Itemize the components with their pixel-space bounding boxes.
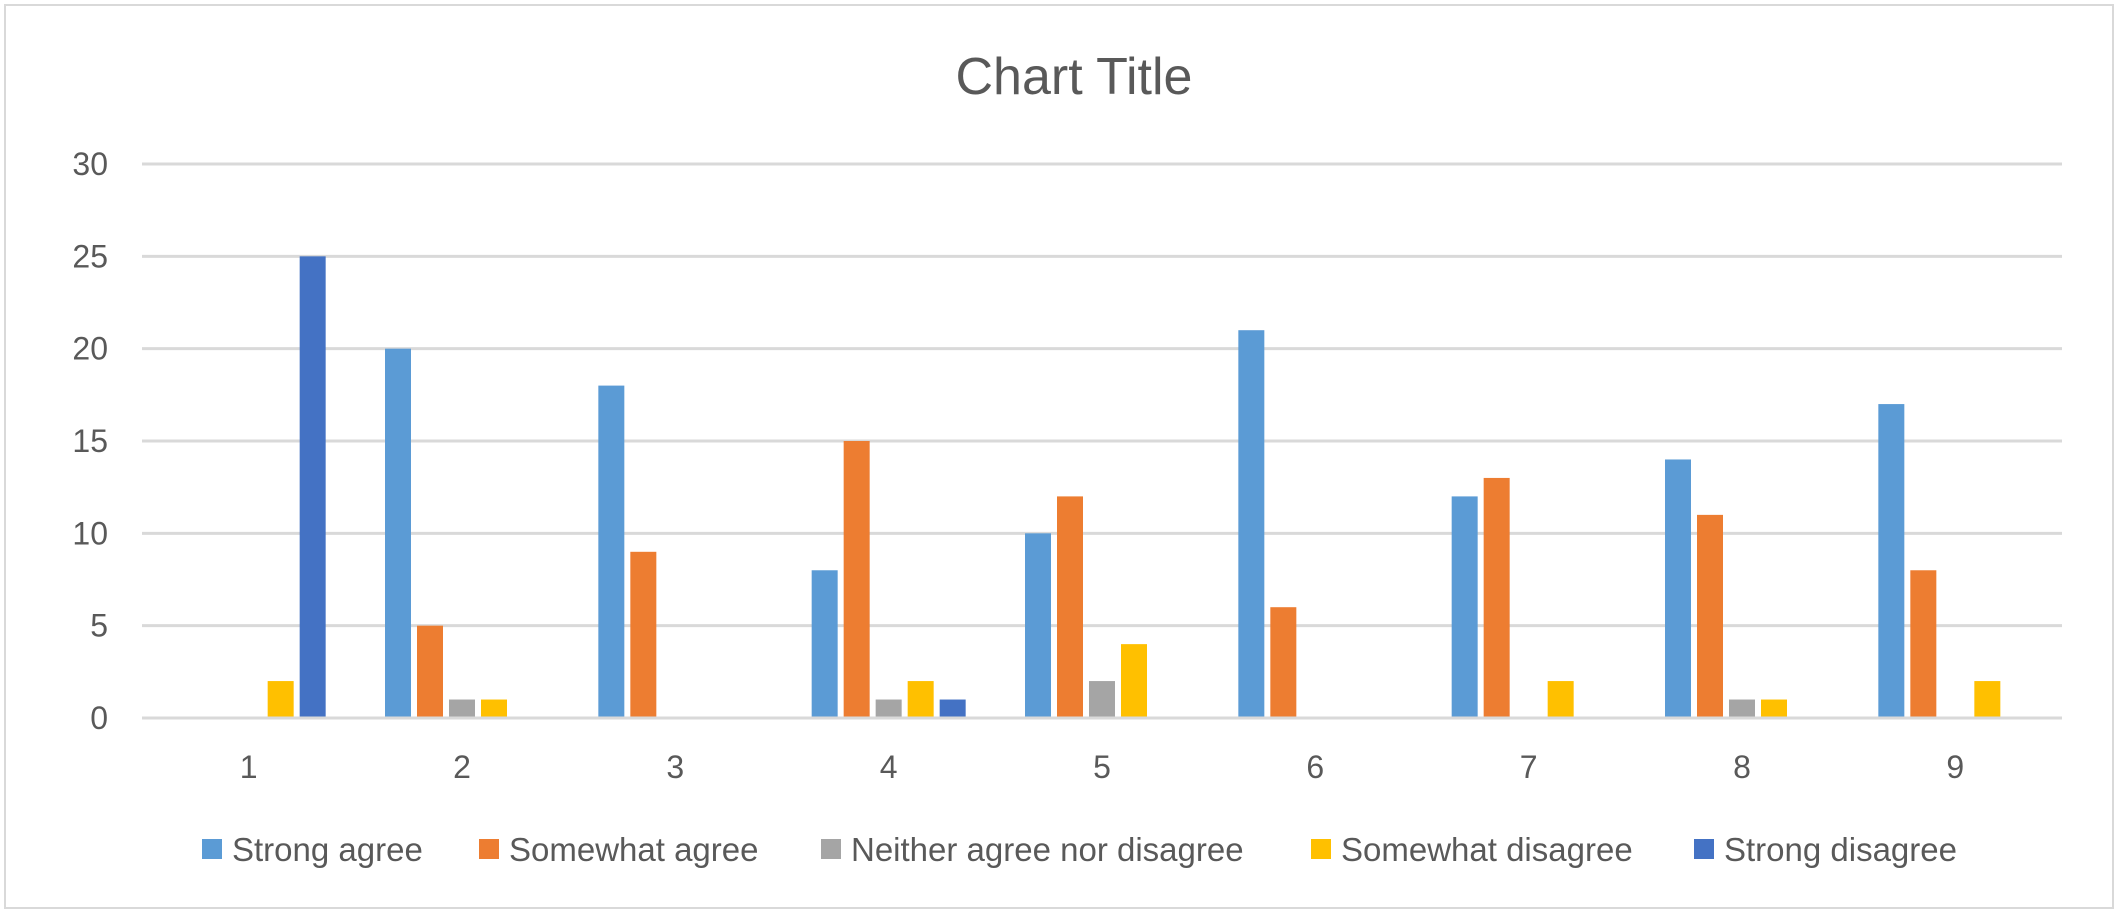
chart-title: Chart Title: [956, 48, 1193, 106]
y-tick-label: 15: [72, 423, 108, 459]
bar-somewhat-disagree-cat-7: [1547, 681, 1574, 718]
bar-neither-agree-nor-disagree-cat-2: [449, 699, 475, 718]
gridlines: [142, 162, 2062, 720]
x-tick-label: 2: [453, 749, 471, 785]
bar-strong-disagree-cat-1: [299, 256, 326, 718]
bar-somewhat-disagree-cat-2: [481, 699, 507, 718]
chart-svg: 0 5 10 15 20 25 30 1 2 3 4 5 6 7 8 9 Chart Title Stron…: [72, 48, 2062, 868]
x-tick-label: 3: [666, 749, 684, 785]
legend-item-somewhat-agree: Somewhat agree: [479, 831, 758, 868]
y-tick-label: 10: [72, 515, 108, 551]
y-tick-label: 25: [72, 238, 108, 274]
y-tick-label: 5: [90, 608, 108, 644]
bar-somewhat-disagree-cat-4: [907, 681, 934, 718]
x-tick-label: 4: [880, 749, 898, 785]
x-tick-label: 9: [1946, 749, 1964, 785]
bar-somewhat-agree-cat-8: [1697, 514, 1723, 718]
legend-label: Neither agree nor disagree: [851, 831, 1244, 868]
legend-swatch: [1694, 839, 1714, 859]
bar-neither-agree-nor-disagree-cat-8: [1729, 699, 1755, 718]
bar-strong-agree-cat-7: [1451, 496, 1478, 718]
chart-frame: 0 5 10 15 20 25 30 1 2 3 4 5 6 7 8 9 Chart Title Stron…: [4, 4, 2114, 909]
bar-neither-agree-nor-disagree-cat-5: [1089, 681, 1115, 718]
legend-item-strong-disagree: Strong disagree: [1694, 831, 1957, 868]
bar-somewhat-agree-cat-9: [1910, 570, 1937, 718]
x-tick-label: 1: [240, 749, 258, 785]
bar-somewhat-agree-cat-7: [1483, 477, 1510, 718]
bar-somewhat-disagree-cat-5: [1121, 644, 1147, 718]
x-tick-label: 8: [1733, 749, 1751, 785]
bar-somewhat-agree-cat-4: [843, 441, 870, 718]
y-tick-label: 30: [72, 146, 108, 182]
bars: [142, 256, 2062, 720]
legend: Strong agree Somewhat agree Neither agree …: [202, 831, 1957, 868]
bar-somewhat-disagree-cat-1: [267, 681, 294, 718]
y-tick-label: 20: [72, 331, 108, 367]
bar-somewhat-agree-cat-2: [417, 625, 443, 718]
x-tick-label: 6: [1306, 749, 1324, 785]
y-axis-tick-labels: 0 5 10 15 20 25 30: [72, 146, 108, 736]
y-tick-label: 0: [90, 700, 108, 736]
legend-label: Somewhat agree: [509, 831, 758, 868]
legend-item-strong-agree: Strong agree: [202, 831, 423, 868]
legend-swatch: [1311, 839, 1331, 859]
legend-label: Strong disagree: [1724, 831, 1957, 868]
legend-swatch: [479, 839, 499, 859]
legend-label: Strong agree: [232, 831, 423, 868]
bar-somewhat-agree-cat-3: [630, 551, 657, 718]
bar-strong-agree-cat-9: [1878, 404, 1905, 718]
legend-swatch: [821, 839, 841, 859]
x-tick-label: 5: [1093, 749, 1111, 785]
bar-strong-agree-cat-2: [385, 348, 411, 718]
x-tick-label: 7: [1520, 749, 1538, 785]
legend-label: Somewhat disagree: [1341, 831, 1633, 868]
legend-item-neither-agree-nor-disagree: Neither agree nor disagree: [821, 831, 1244, 868]
x-axis-tick-labels: 1 2 3 4 5 6 7 8 9: [240, 749, 1964, 785]
bar-somewhat-agree-cat-5: [1057, 496, 1083, 718]
bar-neither-agree-nor-disagree-cat-4: [875, 699, 902, 718]
bar-strong-agree-cat-8: [1665, 459, 1691, 718]
bar-somewhat-agree-cat-6: [1270, 607, 1297, 718]
bar-somewhat-disagree-cat-9: [1974, 681, 2001, 718]
legend-item-somewhat-disagree: Somewhat disagree: [1311, 831, 1633, 868]
bar-strong-disagree-cat-4: [939, 699, 966, 718]
bar-strong-agree-cat-4: [811, 570, 838, 718]
bar-strong-agree-cat-6: [1238, 330, 1265, 718]
bar-somewhat-disagree-cat-8: [1761, 699, 1787, 718]
legend-swatch: [202, 839, 222, 859]
bar-strong-agree-cat-5: [1025, 533, 1051, 718]
bar-strong-agree-cat-3: [598, 385, 625, 718]
